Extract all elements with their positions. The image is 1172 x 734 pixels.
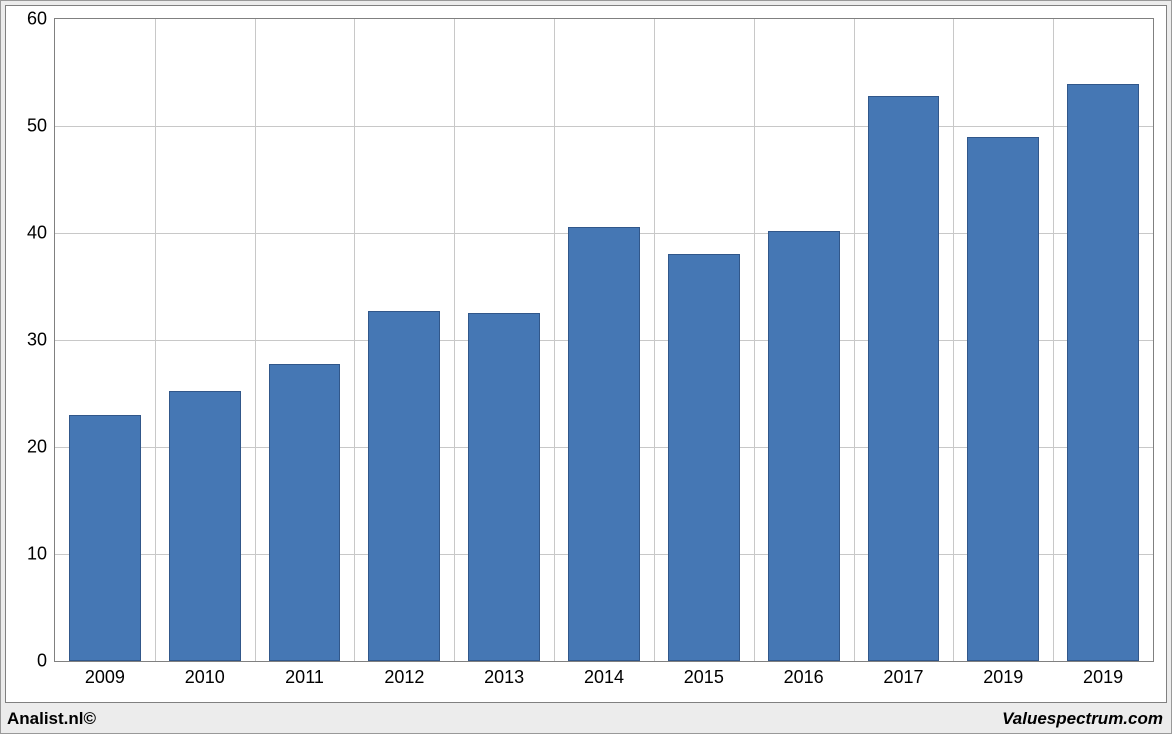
bar bbox=[768, 231, 840, 661]
bar bbox=[668, 254, 740, 661]
gridline-v bbox=[155, 19, 156, 661]
x-tick-label: 2009 bbox=[85, 667, 125, 688]
x-tick-label: 2010 bbox=[185, 667, 225, 688]
gridline-v bbox=[1053, 19, 1054, 661]
gridline-v bbox=[255, 19, 256, 661]
x-tick-label: 2013 bbox=[484, 667, 524, 688]
x-tick-label: 2012 bbox=[384, 667, 424, 688]
y-tick-label: 60 bbox=[27, 9, 47, 30]
x-tick-label: 2019 bbox=[1083, 667, 1123, 688]
y-tick-label: 20 bbox=[27, 437, 47, 458]
bar bbox=[169, 391, 241, 661]
x-tick-label: 2019 bbox=[983, 667, 1023, 688]
x-tick-label: 2014 bbox=[584, 667, 624, 688]
y-tick-label: 10 bbox=[27, 544, 47, 565]
gridline-v bbox=[654, 19, 655, 661]
plot-area: 0102030405060200920102011201220132014201… bbox=[54, 18, 1154, 662]
x-tick-label: 2016 bbox=[784, 667, 824, 688]
bar bbox=[468, 313, 540, 661]
x-tick-label: 2015 bbox=[684, 667, 724, 688]
bar bbox=[868, 96, 940, 661]
bar bbox=[967, 137, 1039, 661]
bar bbox=[69, 415, 141, 661]
gridline-v bbox=[854, 19, 855, 661]
chart-panel: 0 10 20 30 40 50 60 2009 2010 2011 2012 2013 2014 201… bbox=[5, 5, 1167, 703]
gridline-v bbox=[953, 19, 954, 661]
gridline-v bbox=[554, 19, 555, 661]
gridline-v bbox=[754, 19, 755, 661]
x-tick-label: 2011 bbox=[285, 667, 324, 688]
bar bbox=[568, 227, 640, 661]
bar bbox=[1067, 84, 1139, 661]
y-tick-label: 40 bbox=[27, 223, 47, 244]
footer-right-label: Valuespectrum.com bbox=[1002, 709, 1163, 729]
bar bbox=[269, 364, 341, 661]
y-tick-label: 30 bbox=[27, 330, 47, 351]
y-tick-label: 0 bbox=[37, 651, 47, 672]
chart-frame: 0 10 20 30 40 50 60 2009 2010 2011 2012 2013 2014 201… bbox=[0, 0, 1172, 734]
gridline-v bbox=[454, 19, 455, 661]
footer-left-label: Analist.nl© bbox=[7, 709, 96, 729]
x-tick-label: 2017 bbox=[883, 667, 923, 688]
y-tick-label: 50 bbox=[27, 116, 47, 137]
gridline-h bbox=[55, 126, 1153, 127]
gridline-v bbox=[354, 19, 355, 661]
bar bbox=[368, 311, 440, 661]
